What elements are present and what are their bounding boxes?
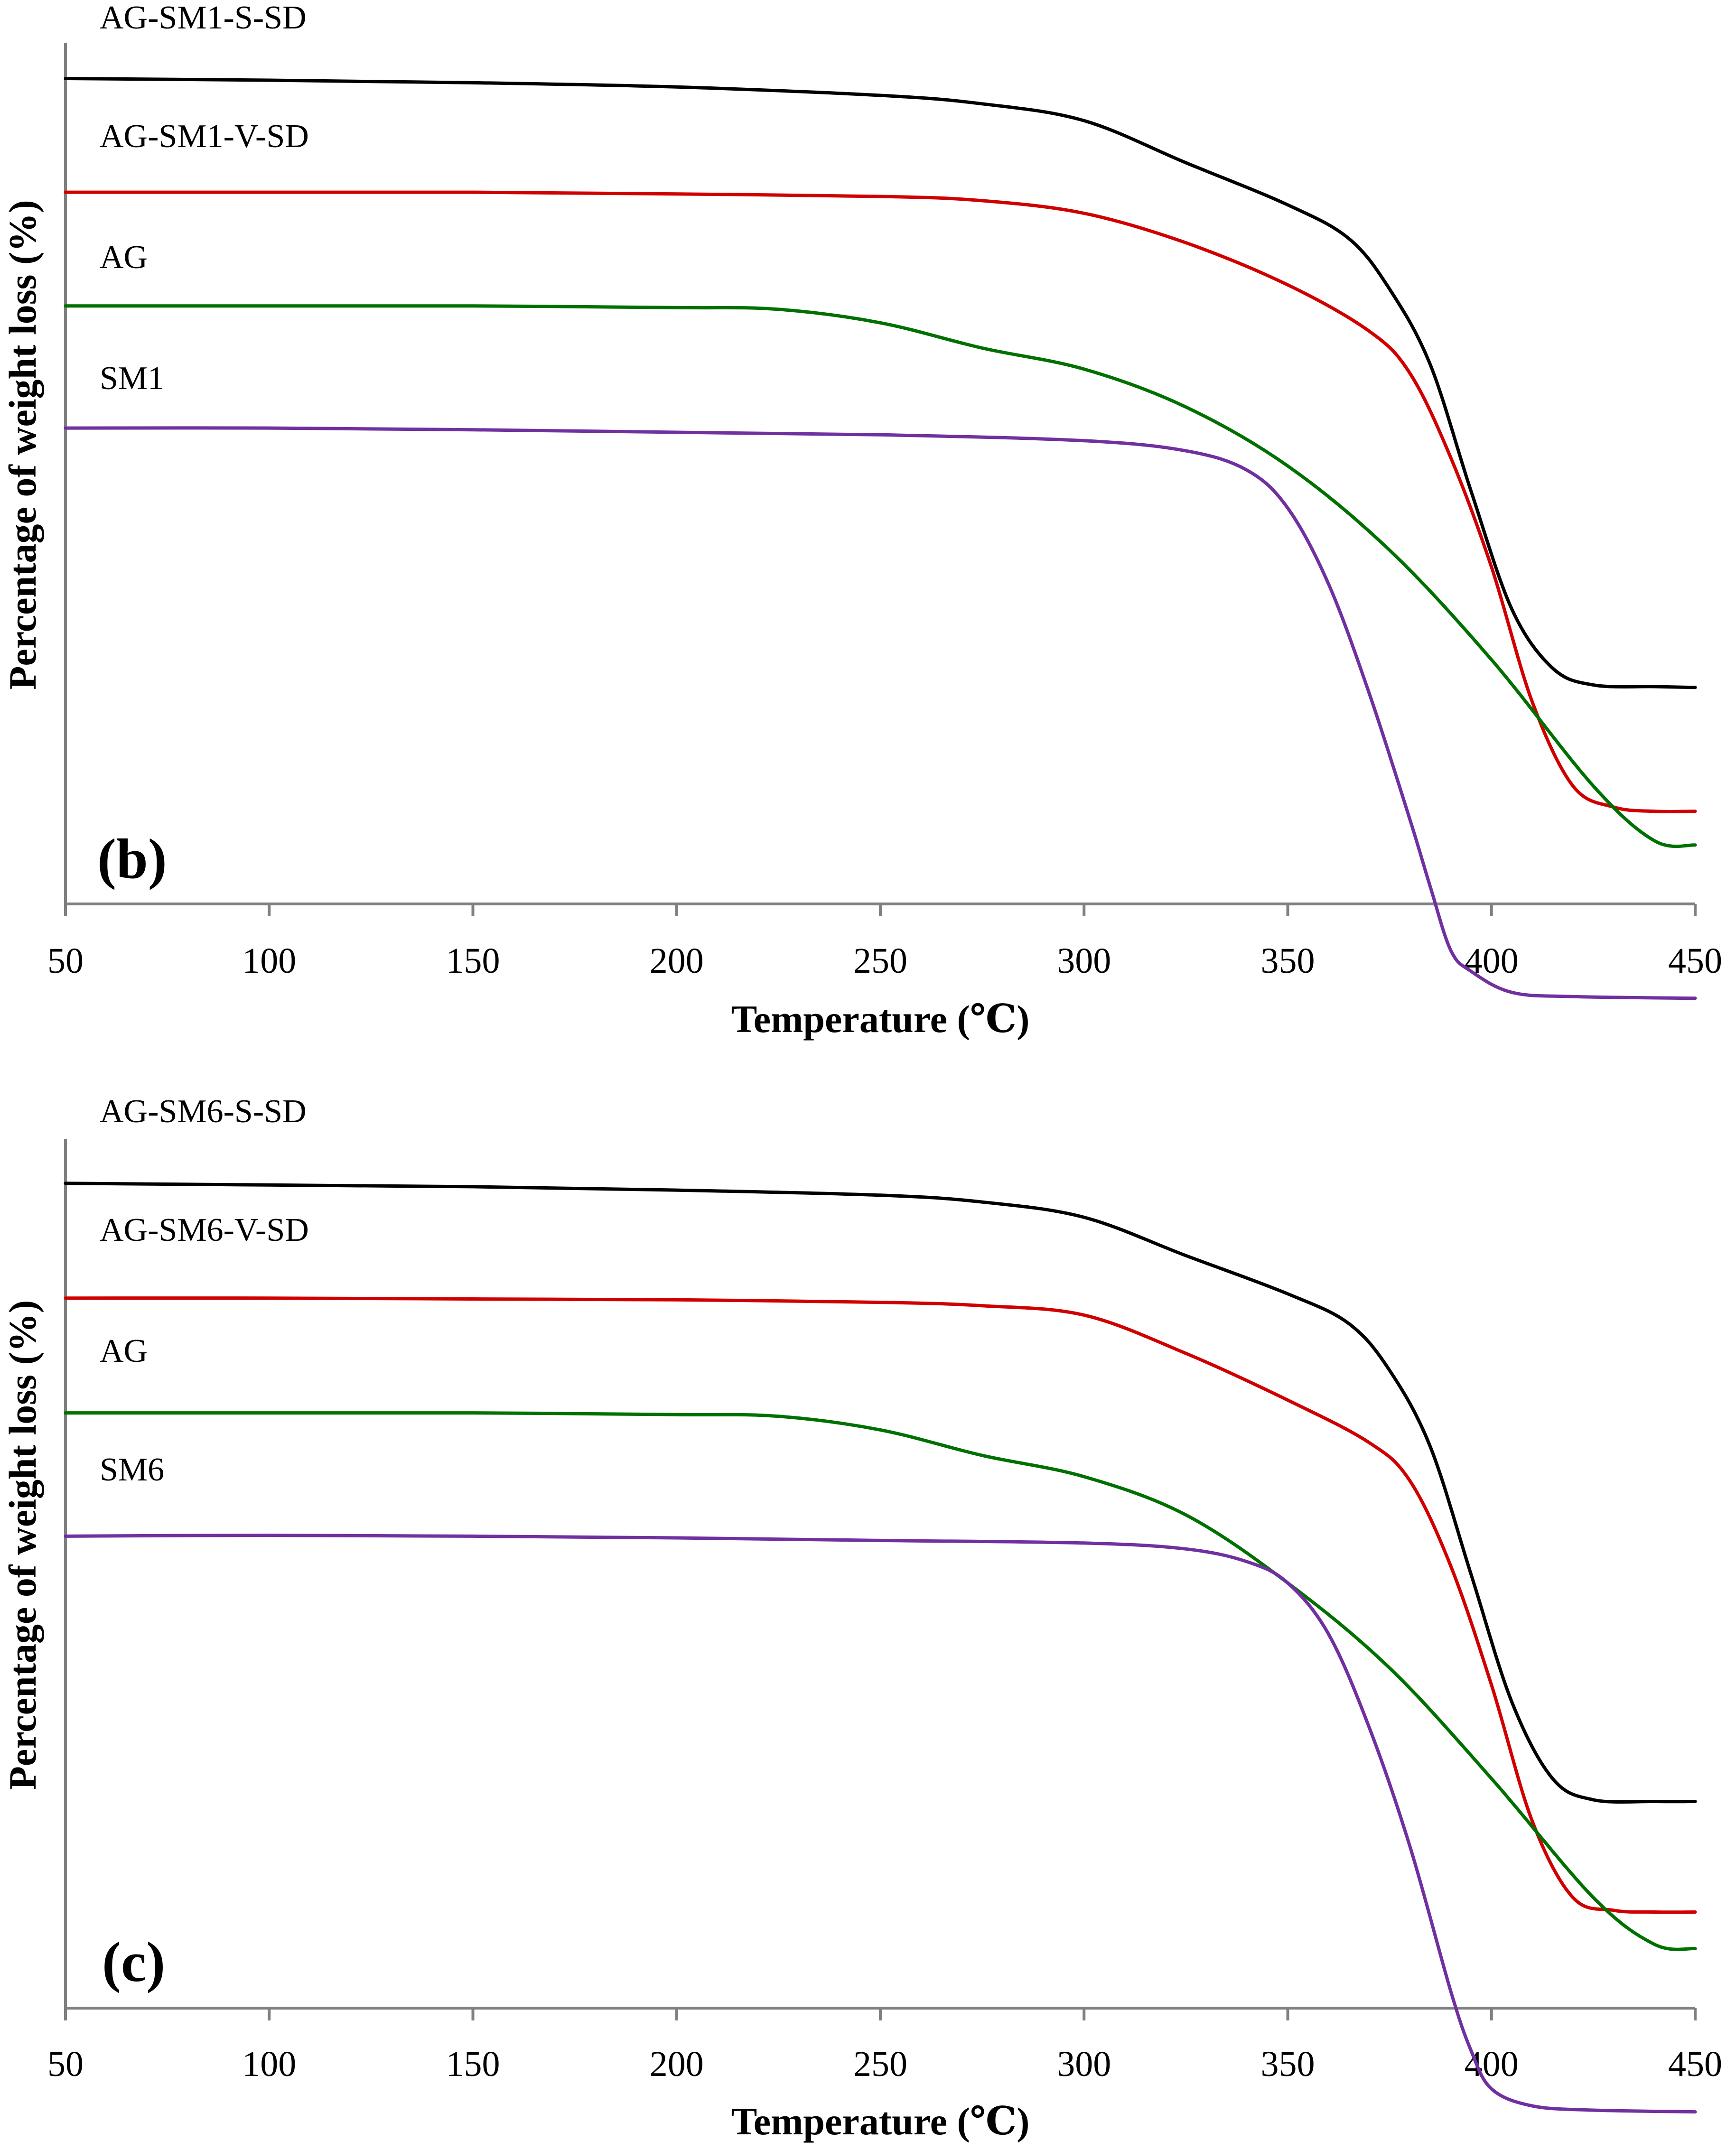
series-line-ag [64,304,1697,848]
series-line-ag-sm1-v-sd [64,190,1697,813]
x-tick-label: 100 [242,941,296,981]
x-tick-label: 100 [242,2044,296,2084]
x-tick-label: 400 [1465,2044,1519,2084]
x-axis-title: Temperature (℃) [731,2100,1030,2143]
panel-label: (c) [102,1930,165,1993]
x-tick-label: 50 [47,2044,84,2084]
x-tick-label: 150 [446,941,500,981]
x-tick-label: 200 [650,2044,704,2084]
y-axis-title: Percentage of weight loss (%) [1,1300,44,1790]
series-label: AG [100,1333,148,1369]
x-tick-label: 200 [650,941,704,981]
x-tick-label: 350 [1261,2044,1315,2084]
series-label: AG-SM6-V-SD [100,1212,309,1248]
x-axis-title: Temperature (℃) [731,997,1030,1041]
series-label: AG [100,239,148,276]
series-label: AG-SM6-S-SD [100,1093,307,1130]
x-tick-label: 400 [1465,941,1519,981]
panel-label: (b) [97,827,167,890]
x-tick-label: 150 [446,2044,500,2084]
series-line-ag-sm1-s-sd [64,77,1697,689]
series-line-sm1 [64,426,1697,1000]
x-tick-label: 350 [1261,941,1315,981]
series-line-ag-sm6-v-sd [64,1296,1697,1914]
x-tick-label: 450 [1668,941,1722,981]
series-label: SM6 [100,1452,164,1488]
series-label: AG-SM1-S-SD [100,0,307,36]
series-label: SM1 [100,360,164,397]
x-tick-label: 250 [853,2044,907,2084]
y-axis-title: Percentage of weight loss (%) [1,200,44,689]
x-tick-label: 300 [1057,2044,1111,2084]
x-tick-label: 50 [47,941,84,981]
x-tick-label: 250 [853,941,907,981]
series-line-sm6 [64,1534,1697,2114]
x-tick-label: 300 [1057,941,1111,981]
series-line-ag-sm6-s-sd [64,1182,1697,1804]
x-tick-label: 450 [1668,2044,1722,2084]
series-label: AG-SM1-V-SD [100,118,309,155]
chart-panel-b: 50 100 150 200 250 300 350 400 450 Temperature (℃… [1,0,1722,1041]
chart-panel-c: 50 100 150 200 250 300 350 400 450 Temperature (℃… [1,1093,1722,2143]
series-line-ag [64,1411,1697,1951]
